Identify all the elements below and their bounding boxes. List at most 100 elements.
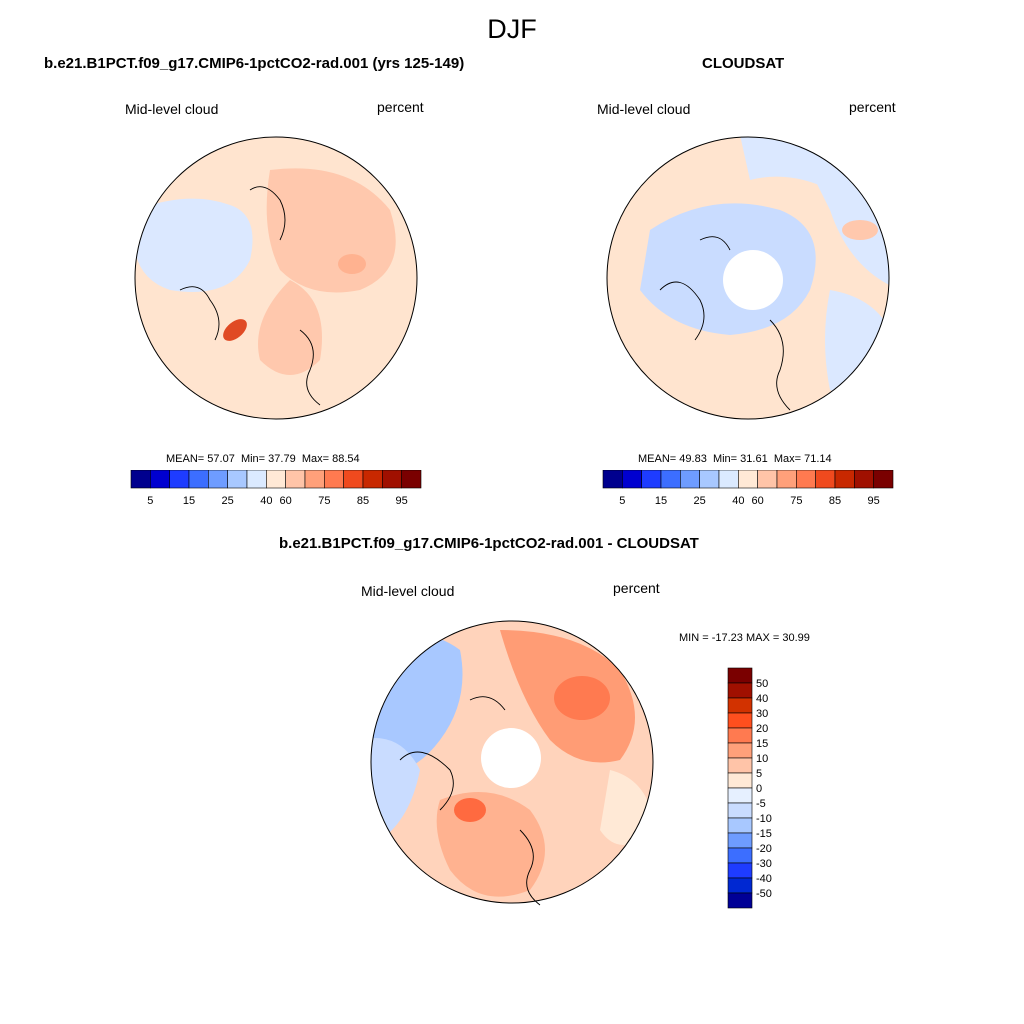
panel1-field-maximum bbox=[223, 319, 247, 341]
colorbar-tick-label: 20 bbox=[756, 723, 768, 735]
panel2-map bbox=[606, 136, 890, 420]
panel3-field-region-positive bbox=[554, 676, 610, 720]
panel1-max-label: Max= bbox=[301, 453, 330, 465]
panel1-field-region-high bbox=[338, 254, 366, 274]
colorbar-tick-label: -5 bbox=[756, 798, 766, 810]
panel2-mean-label: MEAN= bbox=[638, 453, 677, 465]
colorbar-swatch bbox=[246, 470, 267, 489]
colorbar-tick-label: -40 bbox=[756, 873, 772, 885]
panel3-coastlines bbox=[399, 696, 541, 906]
panel3-max-value: 30.99 bbox=[782, 632, 810, 644]
colorbar-swatch bbox=[727, 727, 753, 744]
colorbar-swatch bbox=[727, 667, 753, 684]
colorbar-tick-label: -30 bbox=[756, 858, 772, 870]
colorbar-swatch bbox=[727, 862, 753, 879]
panel2-units-label: percent bbox=[849, 99, 896, 115]
panel1-max-value: 88.54 bbox=[332, 453, 360, 465]
panel2-colorbar-ticks: 5 15 25 40 60 75 85 95 bbox=[619, 495, 880, 507]
panel2-max-value: 71.14 bbox=[804, 453, 832, 465]
colorbar-tick-label: 15 bbox=[756, 738, 768, 750]
colorbar-swatch bbox=[660, 470, 681, 489]
colorbar-swatch bbox=[324, 470, 344, 489]
colorbar-swatch bbox=[727, 697, 753, 714]
panel2-title: CLOUDSAT bbox=[702, 55, 785, 72]
panel1-title: b.e21.B1PCT.f09_g17.CMIP6-1pctCO2-rad.00… bbox=[44, 55, 465, 72]
panel2-colorbar-swatches bbox=[602, 470, 894, 489]
panel3-min-label: MIN = bbox=[679, 632, 709, 644]
panel1-colorbar: 5 15 25 40 60 75 85 95 bbox=[130, 470, 422, 507]
colorbar-swatch bbox=[150, 470, 170, 489]
colorbar-swatch bbox=[208, 470, 228, 489]
panel1-colorbar-swatches bbox=[130, 470, 422, 489]
colorbar-swatch bbox=[854, 470, 874, 489]
panel3-max-label: MAX = bbox=[745, 632, 780, 644]
colorbar-swatch bbox=[727, 817, 753, 834]
colorbar-tick-label: 5 bbox=[619, 495, 625, 507]
panel2-stats: MEAN= 49.83 Min= 31.61 Max= 71.14 bbox=[638, 453, 832, 465]
panel3-map bbox=[370, 620, 654, 906]
panel2-max-label: Max= bbox=[773, 453, 802, 465]
colorbar-tick-label: 85 bbox=[829, 495, 841, 507]
panel1-colorbar-ticks: 5 15 25 40 60 75 85 95 bbox=[147, 495, 408, 507]
colorbar-tick-label: 10 bbox=[756, 753, 768, 765]
colorbar-tick-label: 25 bbox=[222, 495, 234, 507]
colorbar-tick-label: 95 bbox=[396, 495, 408, 507]
colorbar-swatch bbox=[738, 470, 758, 489]
colorbar-swatch bbox=[727, 757, 753, 774]
panel3-field-region-positive bbox=[454, 798, 486, 822]
colorbar-tick-label: 95 bbox=[868, 495, 880, 507]
colorbar-swatch bbox=[169, 470, 190, 489]
colorbar-swatch bbox=[727, 682, 753, 699]
colorbar-swatch bbox=[304, 470, 325, 489]
colorbar-swatch bbox=[727, 892, 753, 909]
colorbar-tick-label: 40 bbox=[732, 495, 744, 507]
colorbar-tick-label: 75 bbox=[318, 495, 330, 507]
colorbar-swatch bbox=[727, 772, 753, 789]
colorbar-tick-label: 15 bbox=[183, 495, 195, 507]
colorbar-tick-label: 25 bbox=[694, 495, 706, 507]
colorbar-tick-label: 40 bbox=[260, 495, 272, 507]
colorbar-swatch bbox=[873, 470, 894, 489]
panel2-mean-value: 49.83 bbox=[679, 453, 707, 465]
colorbar-swatch bbox=[834, 470, 855, 489]
panel1-units-label: percent bbox=[377, 99, 424, 115]
colorbar-swatch bbox=[602, 470, 623, 489]
panel2-field-label: Mid-level cloud bbox=[597, 101, 691, 117]
colorbar-swatch bbox=[727, 742, 753, 759]
figure-title: DJF bbox=[487, 14, 537, 44]
colorbar-swatch bbox=[130, 470, 151, 489]
panel3-field-label: Mid-level cloud bbox=[361, 583, 455, 599]
colorbar-tick-label: 15 bbox=[655, 495, 667, 507]
panel3-title: b.e21.B1PCT.f09_g17.CMIP6-1pctCO2-rad.00… bbox=[279, 535, 699, 552]
panel3-min-value: -17.23 bbox=[711, 632, 743, 644]
panel2-min-value: 31.61 bbox=[740, 453, 768, 465]
colorbar-tick-label: -20 bbox=[756, 843, 772, 855]
colorbar-swatch bbox=[622, 470, 642, 489]
panel2-min-label: Min= bbox=[712, 453, 738, 465]
panel3-colorbar-swatches bbox=[727, 667, 753, 909]
panel1-map bbox=[134, 136, 418, 420]
panel1-field-region-mid bbox=[258, 280, 322, 375]
panel1-field-label: Mid-level cloud bbox=[125, 101, 219, 117]
panel2-coastlines bbox=[659, 236, 791, 411]
colorbar-swatch bbox=[401, 470, 422, 489]
panel3-units-label: percent bbox=[613, 580, 660, 596]
panel2-polar-gap bbox=[723, 250, 783, 310]
colorbar-tick-label: 5 bbox=[147, 495, 153, 507]
panel1-field-region-low bbox=[135, 198, 253, 292]
colorbar-tick-label: 85 bbox=[357, 495, 369, 507]
colorbar-swatch bbox=[188, 470, 209, 489]
colorbar-swatch bbox=[727, 787, 753, 804]
colorbar-swatch bbox=[641, 470, 662, 489]
colorbar-swatch bbox=[699, 470, 720, 489]
colorbar-tick-label: 30 bbox=[756, 708, 768, 720]
colorbar-tick-label: -50 bbox=[756, 888, 772, 900]
colorbar-swatch bbox=[776, 470, 797, 489]
colorbar-swatch bbox=[796, 470, 816, 489]
colorbar-swatch bbox=[727, 802, 753, 819]
colorbar-swatch bbox=[680, 470, 700, 489]
colorbar-swatch bbox=[727, 877, 753, 894]
panel1-min-label: Min= bbox=[240, 453, 266, 465]
colorbar-tick-label: 0 bbox=[756, 783, 762, 795]
panel1-map-border bbox=[134, 136, 418, 420]
